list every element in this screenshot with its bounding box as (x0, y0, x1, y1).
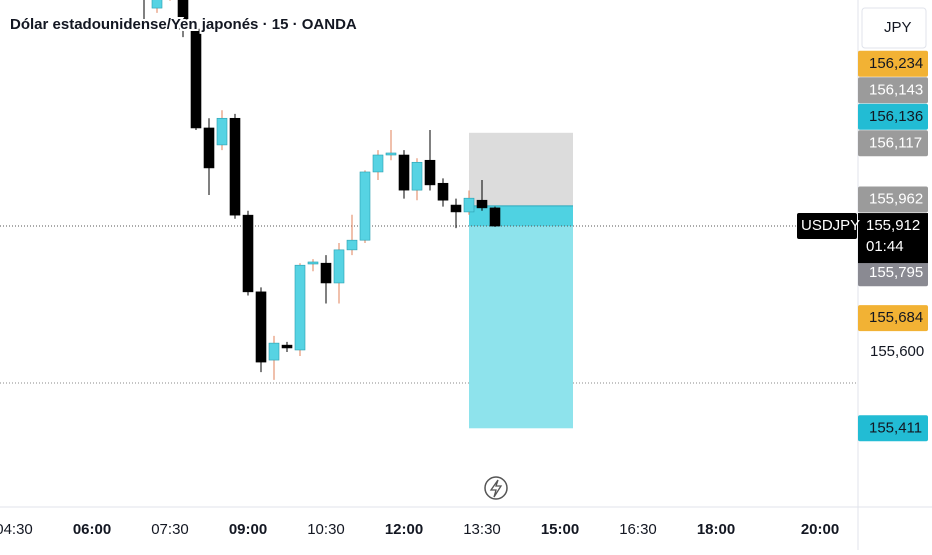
candle-body (320, 262, 332, 284)
x-tick-label: 04:30 (0, 521, 33, 538)
candle-body (294, 264, 306, 351)
candle-body (424, 159, 436, 186)
symbol-badge (797, 213, 857, 240)
candle-body (151, 0, 163, 9)
currency-box[interactable] (861, 7, 927, 49)
candle-body (372, 154, 384, 173)
candle-body (268, 342, 280, 361)
candle-body (307, 261, 319, 265)
countdown: 01:44 (866, 238, 904, 255)
candle-body (216, 117, 228, 146)
x-tick-label: 10:30 (307, 521, 345, 538)
x-tick-label: 12:00 (385, 521, 423, 538)
candle-body (190, 28, 202, 129)
candle-body (177, 0, 189, 30)
price-badge (858, 103, 928, 130)
x-tick-label: 18:00 (697, 521, 735, 538)
current-price: 155,912 (866, 217, 920, 234)
candle-body (346, 239, 358, 251)
stop-zone (469, 132, 573, 206)
candle-body (463, 197, 475, 213)
candle-body (242, 214, 254, 293)
price-badge-label: 156,234 (869, 55, 923, 72)
price-badge-label: 156,143 (869, 81, 923, 98)
x-tick-label: 06:00 (73, 521, 111, 538)
candle-body (333, 249, 345, 284)
candle-body (359, 171, 371, 241)
candle-body (398, 154, 410, 191)
candle-body (489, 207, 501, 227)
price-badge-label: 155,411 (869, 419, 922, 436)
candle-body (411, 161, 423, 191)
price-badge (858, 415, 928, 442)
price-badge-label: 155,684 (869, 309, 923, 326)
candle-body (203, 127, 215, 169)
open-pnl-zone (469, 205, 573, 227)
x-tick-label: 13:30 (463, 521, 501, 538)
price-badge (858, 186, 928, 213)
x-tick-label: 20:00 (801, 521, 839, 538)
candle-body (437, 182, 449, 201)
symbol: USDJPY (801, 217, 860, 234)
price-badge (858, 260, 928, 287)
x-tick-label: 16:30 (619, 521, 657, 538)
candle-body (476, 199, 488, 209)
candle-body (281, 344, 293, 349)
candle-body (450, 204, 462, 213)
target-zone (469, 205, 573, 429)
x-tick-label: 07:30 (151, 521, 189, 538)
y-tick-label: 155,600 (870, 343, 924, 360)
candle-body (385, 152, 397, 156)
price-badge (858, 77, 928, 104)
x-tick-label: 09:00 (229, 521, 267, 538)
price-badge-label: 155,795 (869, 264, 923, 281)
price-badge-label: 155,962 (869, 191, 923, 208)
alert-icon[interactable] (484, 476, 508, 500)
currency: JPY (884, 19, 912, 36)
candle-body (255, 291, 267, 363)
price-badge (858, 50, 928, 77)
price-badge-label: 156,117 (869, 134, 922, 151)
candle-body (229, 117, 241, 216)
price-badge (858, 130, 928, 157)
price-badge (858, 305, 928, 332)
current-price-badge (858, 213, 928, 264)
price-badge-label: 156,136 (869, 108, 923, 125)
x-tick-label: 15:00 (541, 521, 579, 538)
plot-area (0, 0, 858, 429)
chart-title: Dólar estadounidense/Yen japonés · 15 · … (10, 16, 357, 33)
